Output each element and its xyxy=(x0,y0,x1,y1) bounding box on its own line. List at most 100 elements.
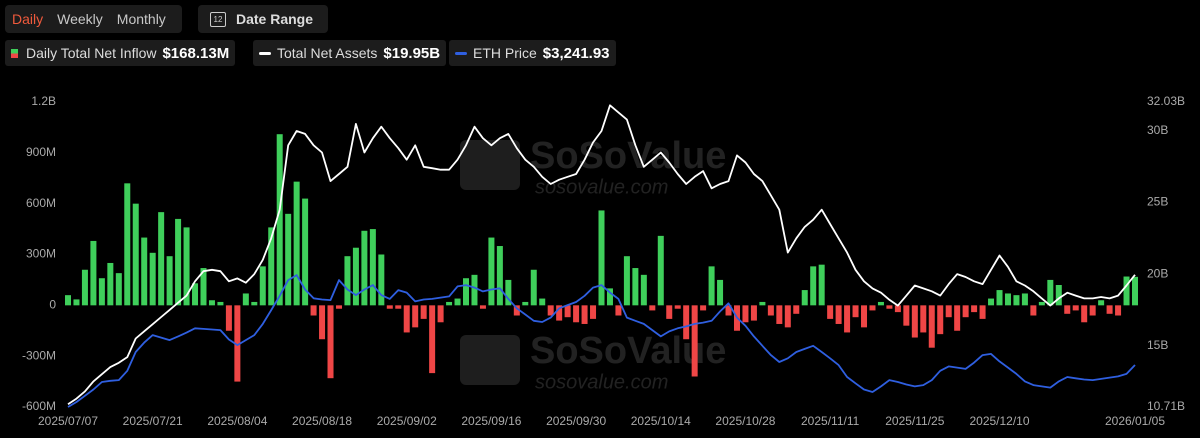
bar xyxy=(98,278,105,306)
legend-label: Daily Total Net Inflow xyxy=(26,45,157,61)
bar xyxy=(996,290,1003,306)
bar xyxy=(750,305,757,321)
legend-value: $168.13M xyxy=(162,44,230,62)
bar xyxy=(429,305,436,374)
watermark-site: sosovalue.com xyxy=(535,176,668,198)
bar xyxy=(937,305,944,335)
bar xyxy=(1038,301,1045,306)
bar xyxy=(327,305,334,379)
bar xyxy=(81,269,88,306)
bar xyxy=(471,274,478,306)
bar xyxy=(649,305,656,311)
bar xyxy=(615,305,622,316)
bar xyxy=(606,288,613,306)
bar xyxy=(344,256,351,306)
bar xyxy=(479,305,486,309)
bar xyxy=(623,256,630,306)
watermark-brand: SoSoValue xyxy=(530,135,726,177)
legend-label: Total Net Assets xyxy=(277,45,378,61)
legend-swatch xyxy=(455,51,467,55)
bar xyxy=(547,305,554,316)
bar xyxy=(488,237,495,306)
bar xyxy=(1055,285,1062,306)
bar xyxy=(700,305,707,311)
y2-tick-label: 30B xyxy=(1147,123,1168,137)
bar xyxy=(827,305,834,319)
bar xyxy=(776,305,783,324)
bar xyxy=(225,305,232,331)
x-tick-label: 2025/09/16 xyxy=(461,414,521,428)
bar xyxy=(335,305,342,309)
y-tick-label: -600M xyxy=(22,399,56,413)
bar xyxy=(564,305,571,318)
bar xyxy=(844,305,851,333)
bar xyxy=(954,305,961,331)
bar xyxy=(928,305,935,348)
bar xyxy=(1013,295,1020,306)
bar xyxy=(496,246,503,306)
bar xyxy=(183,227,190,306)
bar xyxy=(310,305,317,316)
bar xyxy=(107,262,114,306)
x-tick-label: 2025/07/21 xyxy=(123,414,183,428)
bar xyxy=(801,290,808,306)
period-tab[interactable]: Monthly xyxy=(116,11,166,27)
bar xyxy=(945,305,952,318)
date-range-button[interactable]: 12 Date Range xyxy=(198,5,328,33)
y-tick-label: 0 xyxy=(49,298,56,312)
bar xyxy=(911,305,918,338)
bar xyxy=(988,298,995,306)
x-tick-label: 2025/09/02 xyxy=(377,414,437,428)
bar xyxy=(598,210,605,306)
bar xyxy=(717,279,724,306)
watermark-logo xyxy=(460,140,520,190)
legend-value: $19.95B xyxy=(383,44,441,62)
bar xyxy=(293,181,300,306)
y-tick-label: -300M xyxy=(22,348,56,362)
period-tab[interactable]: Weekly xyxy=(57,11,103,27)
bar xyxy=(319,305,326,340)
legend-item[interactable]: ETH Price $3,241.93 xyxy=(449,40,616,66)
bar xyxy=(192,283,199,306)
bar xyxy=(149,252,156,306)
bar xyxy=(90,240,97,306)
bar xyxy=(369,229,376,306)
bar xyxy=(759,301,766,306)
bar xyxy=(251,301,258,306)
bar xyxy=(115,273,122,306)
period-tabs: Daily Weekly Monthly xyxy=(5,5,182,33)
bar xyxy=(285,213,292,306)
bar xyxy=(446,301,453,306)
watermark-logo xyxy=(460,335,520,385)
bar xyxy=(674,305,681,309)
bar xyxy=(386,305,393,309)
bar xyxy=(73,299,80,306)
period-tab[interactable]: Daily xyxy=(12,11,44,27)
bar xyxy=(835,305,842,324)
bar xyxy=(463,278,470,306)
bar xyxy=(818,264,825,306)
bar xyxy=(877,301,884,306)
bar xyxy=(1089,305,1096,316)
bar xyxy=(962,305,969,318)
legend-item[interactable]: Total Net Assets $19.95B xyxy=(253,40,447,66)
bar xyxy=(539,298,546,306)
bar xyxy=(1098,300,1105,306)
bar xyxy=(200,268,207,306)
bar xyxy=(903,305,910,326)
legend-swatch xyxy=(259,51,271,55)
bar xyxy=(861,305,868,328)
bar xyxy=(886,305,893,309)
bar xyxy=(1030,305,1037,316)
x-tick-label: 2025/11/25 xyxy=(885,414,944,428)
legend-item[interactable]: Daily Total Net Inflow $168.13M xyxy=(5,40,236,66)
watermark-site: sosovalue.com xyxy=(535,371,668,393)
bar xyxy=(657,235,664,306)
bar xyxy=(208,300,215,306)
bar xyxy=(632,268,639,306)
bar xyxy=(556,305,563,321)
y-tick-label: 900M xyxy=(26,145,56,159)
y2-tick-label: 20B xyxy=(1147,266,1168,280)
bar xyxy=(234,305,241,382)
bar xyxy=(454,298,461,306)
